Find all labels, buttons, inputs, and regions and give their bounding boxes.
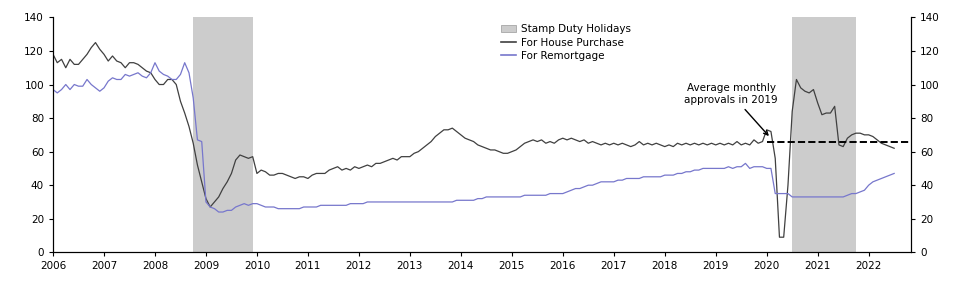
Text: Average monthly
approvals in 2019: Average monthly approvals in 2019: [684, 83, 778, 135]
Bar: [193, 17, 253, 252]
Legend: Stamp Duty Holidays, For House Purchase, For Remortgage: Stamp Duty Holidays, For House Purchase,…: [496, 20, 635, 65]
Bar: [792, 17, 856, 252]
